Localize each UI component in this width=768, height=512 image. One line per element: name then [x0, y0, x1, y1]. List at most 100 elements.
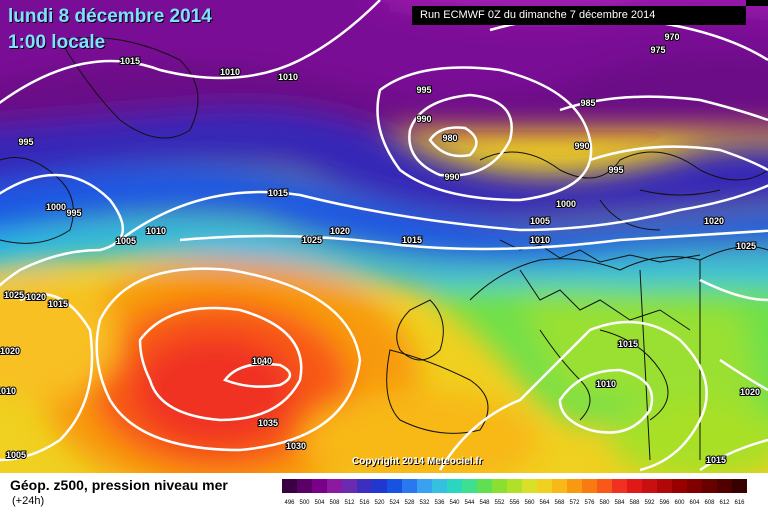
scale-label: 520 [374, 500, 385, 506]
scale-swatch [447, 479, 462, 493]
scale-swatch [657, 479, 672, 493]
scale-swatch [627, 479, 642, 493]
scale-label: 548 [479, 500, 490, 506]
isobar-label: 990 [574, 141, 589, 151]
scale-swatch [642, 479, 657, 493]
scale-swatch [282, 479, 297, 493]
scale-label: 600 [674, 500, 685, 506]
top-right-bar [746, 0, 768, 6]
isobar-label: 1015 [268, 188, 288, 198]
isobar-label: 1025 [736, 241, 756, 251]
isobar-label: 985 [580, 98, 595, 108]
isobar-label: 1015 [402, 235, 422, 245]
scale-swatch [717, 479, 732, 493]
isobar-label: 1020 [740, 387, 760, 397]
isobar-label: 1020 [330, 226, 350, 236]
isobar-label: 1005 [6, 450, 26, 460]
scale-label: 580 [599, 500, 610, 506]
scale-swatch [702, 479, 717, 493]
scale-label: 556 [509, 500, 520, 506]
scale-label: 616 [734, 500, 745, 506]
isobar-label: 1015 [120, 56, 140, 66]
scale-swatch [342, 479, 357, 493]
scale-swatch [522, 479, 537, 493]
isobar-label: 1020 [26, 292, 46, 302]
isobar-label: 1035 [258, 418, 278, 428]
isobar-label: 1015 [48, 299, 68, 309]
scale-swatch [462, 479, 477, 493]
copyright: Copyright 2014 Meteociel.fr [352, 456, 483, 467]
isobar-label: 995 [416, 85, 431, 95]
scale-label: 584 [614, 500, 625, 506]
isobar-label: 1000 [46, 202, 66, 212]
map-caption: Géop. z500, pression niveau mer [10, 477, 228, 493]
isobar-label: 1010 [220, 67, 240, 77]
isobar-label: 1005 [116, 236, 136, 246]
scale-label: 608 [704, 500, 715, 506]
scale-swatch [492, 479, 507, 493]
scale-label: 524 [389, 500, 400, 506]
scale-label: 572 [569, 500, 580, 506]
scale-label: 604 [689, 500, 700, 506]
scale-label: 528 [404, 500, 415, 506]
isobar-label: 1005 [530, 216, 550, 226]
scale-label: 612 [719, 500, 730, 506]
run-info: Run ECMWF 0Z du dimanche 7 décembre 2014 [412, 6, 746, 25]
legend-bar: Géop. z500, pression niveau mer (+24h) 4… [0, 473, 768, 512]
scale-swatch [582, 479, 597, 493]
scale-label: 576 [584, 500, 595, 506]
isobar-label: 1010 [596, 379, 616, 389]
scale-swatch [327, 479, 342, 493]
isobar-label: 1015 [706, 455, 726, 465]
isobar-label: 995 [18, 137, 33, 147]
scale-label: 504 [314, 500, 325, 506]
scale-swatch [297, 479, 312, 493]
isobar-label: 1010 [530, 235, 550, 245]
scale-swatch [567, 479, 582, 493]
scale-label: 512 [344, 500, 355, 506]
isobar-label: 995 [608, 165, 623, 175]
scale-swatch [402, 479, 417, 493]
scale-label: 544 [464, 500, 475, 506]
isobar-label: 1010 [146, 226, 166, 236]
scale-swatch [312, 479, 327, 493]
isobar-label: 1040 [252, 356, 272, 366]
scale-label: 500 [299, 500, 310, 506]
scale-label: 568 [554, 500, 565, 506]
isobar-label: 1030 [286, 441, 306, 451]
isobar-label: 1015 [618, 339, 638, 349]
isobar-label: 995 [66, 208, 81, 218]
scale-label: 516 [359, 500, 370, 506]
scale-swatch [372, 479, 387, 493]
isobar-label: 1020 [704, 216, 724, 226]
scale-swatch [552, 479, 567, 493]
scale-swatch [387, 479, 402, 493]
forecast-time: 1:00 locale [8, 32, 106, 53]
scale-swatch [507, 479, 522, 493]
isobar-label: 1010 [0, 386, 16, 396]
isobar-label: 1000 [556, 199, 576, 209]
color-scale: 496 500 504 508 512 516 520 524 528 532 536 540 544 5… [282, 479, 747, 506]
scale-label: 508 [329, 500, 340, 506]
scale-label: 560 [524, 500, 535, 506]
scale-swatch [687, 479, 702, 493]
scale-label: 496 [284, 500, 295, 506]
scale-label: 596 [659, 500, 670, 506]
isobar-label: 990 [416, 114, 431, 124]
scale-label: 540 [449, 500, 460, 506]
isobar-label: 1020 [0, 346, 20, 356]
scale-label: 552 [494, 500, 505, 506]
scale-swatch [597, 479, 612, 493]
scale-swatch [732, 479, 747, 493]
isobar-label: 1010 [278, 72, 298, 82]
forecast-step: (+24h) [12, 495, 45, 507]
scale-swatch [477, 479, 492, 493]
scale-swatch [537, 479, 552, 493]
isobar-label: 990 [444, 172, 459, 182]
forecast-date: lundi 8 décembre 2014 [8, 6, 212, 27]
isobar-label: 1025 [302, 235, 322, 245]
scale-swatch [672, 479, 687, 493]
